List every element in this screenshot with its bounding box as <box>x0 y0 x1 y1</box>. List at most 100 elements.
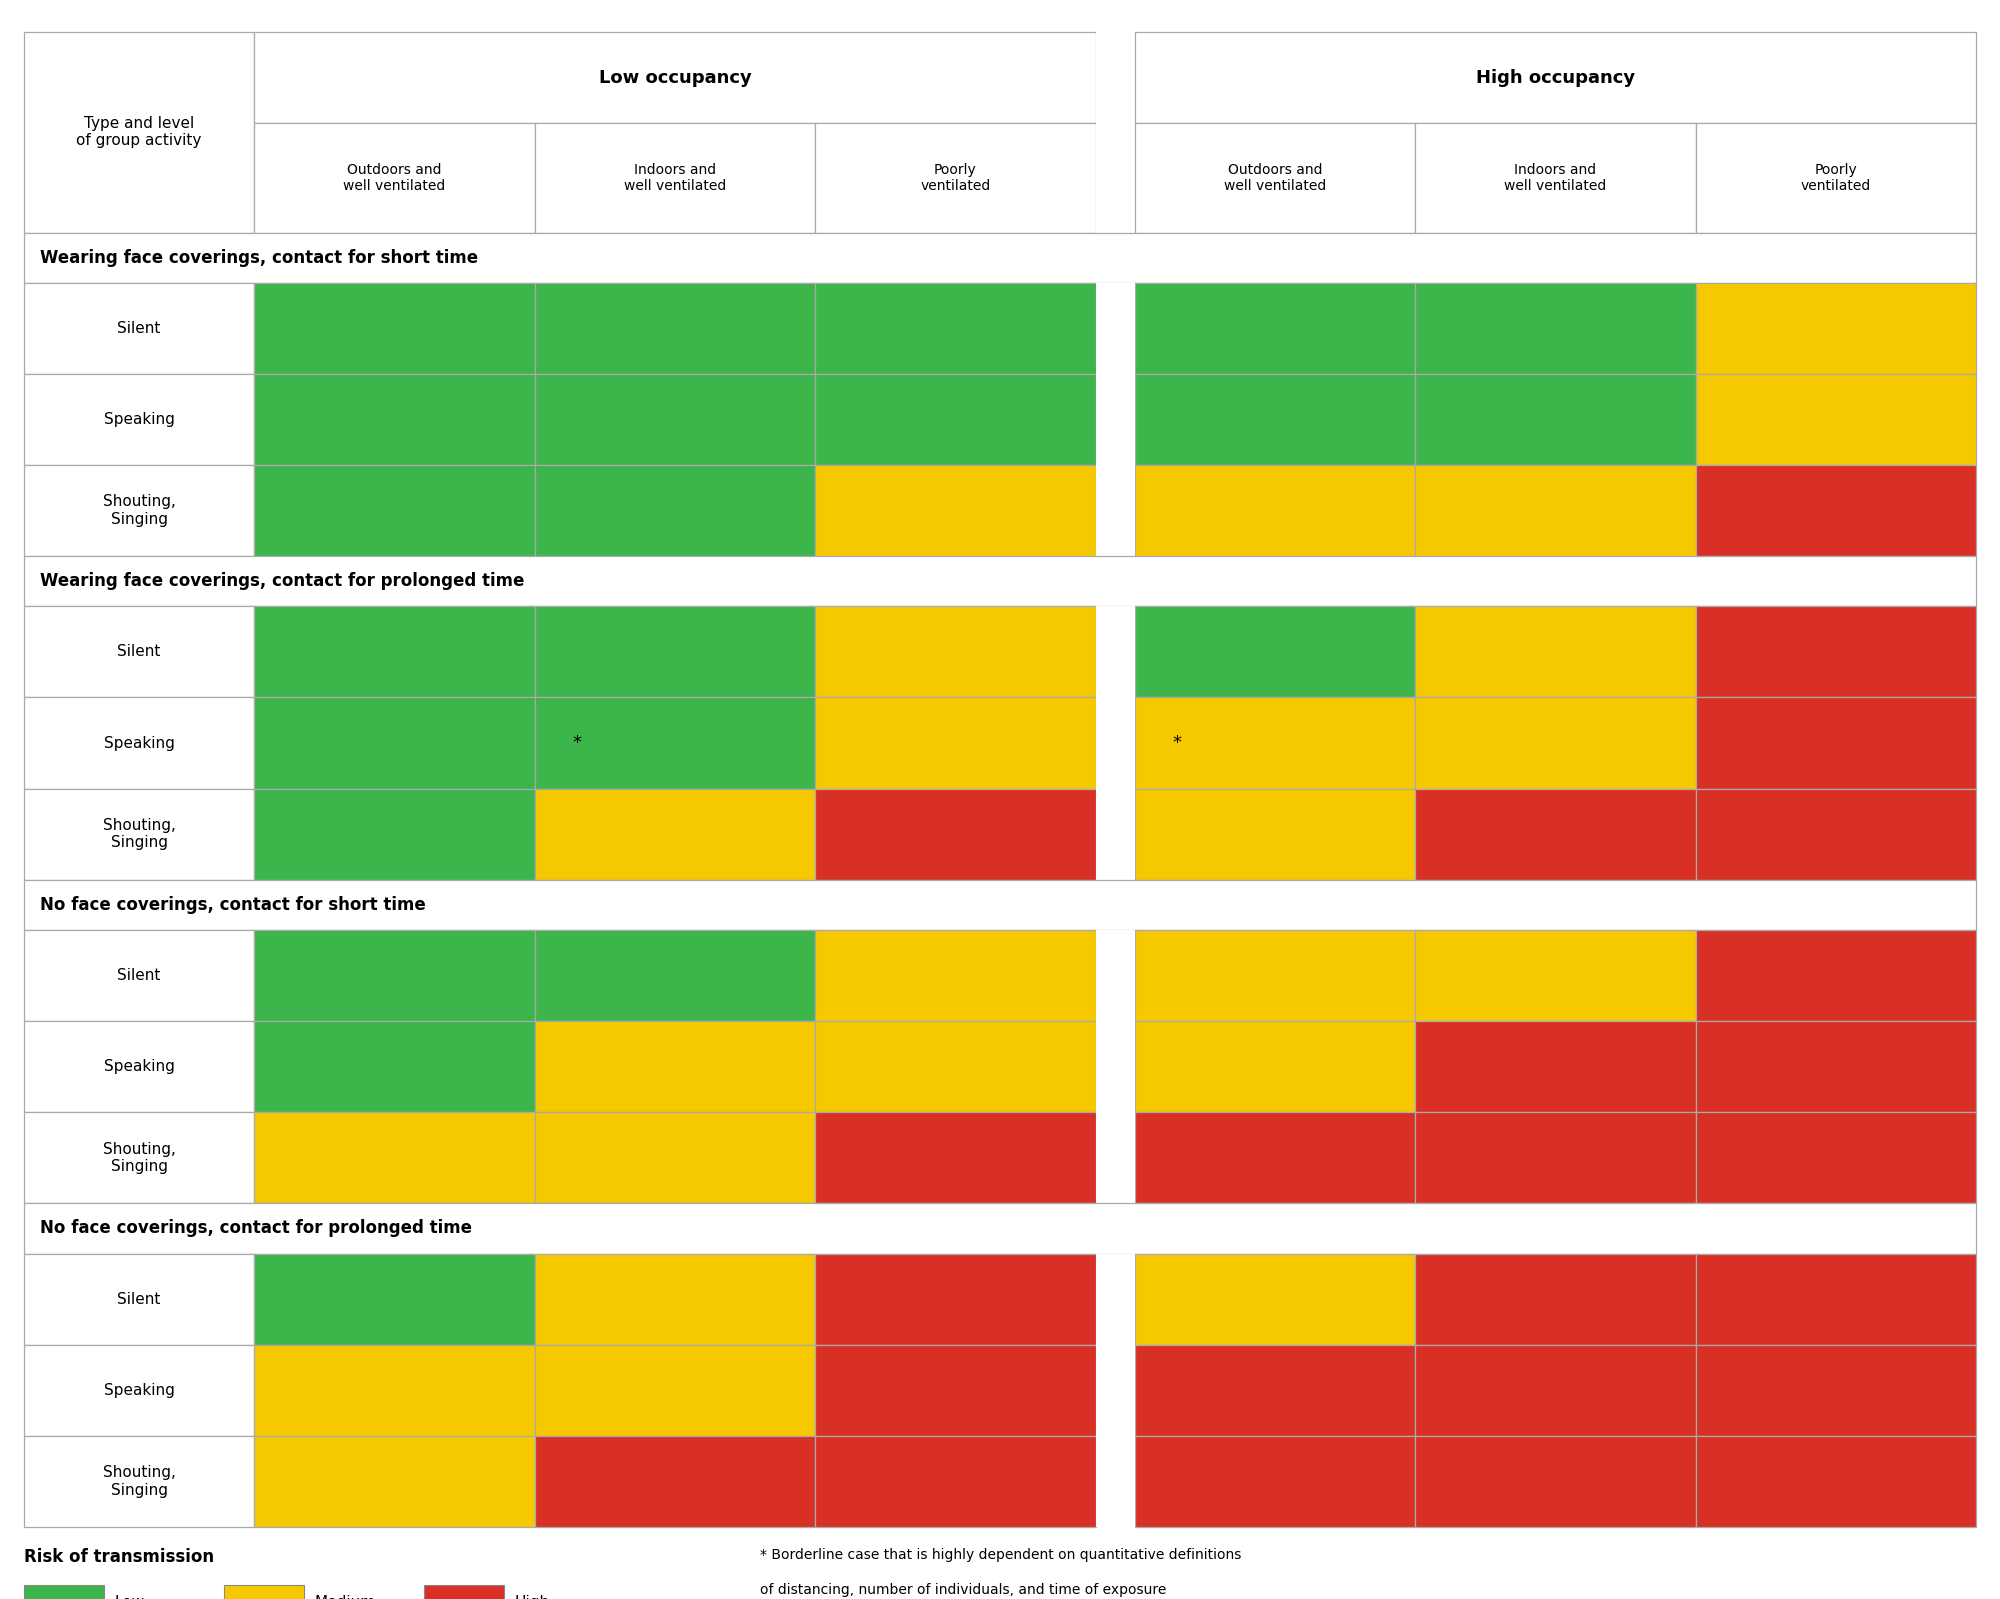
Bar <box>1134 606 1416 697</box>
Bar <box>1096 283 1134 374</box>
Bar <box>1096 465 1134 556</box>
Bar <box>534 374 816 465</box>
Text: Risk of transmission: Risk of transmission <box>24 1548 214 1565</box>
Bar <box>254 697 534 788</box>
Text: Shouting,
Singing: Shouting, Singing <box>102 1142 176 1174</box>
Bar <box>1416 1254 1696 1345</box>
Bar <box>1416 931 1696 1022</box>
Bar <box>24 1204 1976 1254</box>
Bar <box>1134 1113 1416 1204</box>
Bar <box>1416 374 1696 465</box>
Bar <box>24 697 254 788</box>
Bar <box>24 931 254 1022</box>
Bar <box>1096 697 1134 788</box>
Text: Shouting,
Singing: Shouting, Singing <box>102 1465 176 1498</box>
Bar <box>816 374 1096 465</box>
Bar <box>1134 1022 1416 1113</box>
Text: Speaking: Speaking <box>104 413 174 427</box>
Bar <box>1416 1113 1696 1204</box>
Bar <box>424 1585 504 1599</box>
Text: Shouting,
Singing: Shouting, Singing <box>102 819 176 851</box>
Bar <box>24 1022 254 1113</box>
Bar <box>1696 374 1976 465</box>
Bar <box>1134 697 1416 788</box>
Bar <box>816 1345 1096 1436</box>
Bar <box>1696 1345 1976 1436</box>
Bar <box>1096 1345 1134 1436</box>
Text: Outdoors and
well ventilated: Outdoors and well ventilated <box>1224 163 1326 193</box>
Text: Wearing face coverings, contact for short time: Wearing face coverings, contact for shor… <box>40 248 478 267</box>
Text: Low occupancy: Low occupancy <box>598 69 752 86</box>
Text: Medium: Medium <box>314 1594 376 1599</box>
Bar <box>1134 32 1976 123</box>
Bar <box>24 283 254 374</box>
Bar <box>1696 1254 1976 1345</box>
Bar <box>254 1113 534 1204</box>
Bar <box>1696 788 1976 879</box>
Bar <box>254 123 534 232</box>
Bar <box>1096 606 1134 697</box>
Bar <box>1134 931 1416 1022</box>
Text: High occupancy: High occupancy <box>1476 69 1634 86</box>
Bar <box>1416 283 1696 374</box>
Bar <box>24 879 1976 931</box>
Bar <box>1696 1113 1976 1204</box>
Bar <box>1134 1345 1416 1436</box>
Bar <box>1134 283 1416 374</box>
Bar <box>1696 1022 1976 1113</box>
Text: Wearing face coverings, contact for prolonged time: Wearing face coverings, contact for prol… <box>40 572 524 590</box>
Bar <box>24 1436 254 1527</box>
Text: *: * <box>1172 734 1182 752</box>
Bar <box>254 606 534 697</box>
Bar <box>254 931 534 1022</box>
Text: No face coverings, contact for prolonged time: No face coverings, contact for prolonged… <box>40 1220 472 1238</box>
Bar <box>24 556 1976 606</box>
Bar <box>1096 1113 1134 1204</box>
Bar <box>1696 465 1976 556</box>
Bar <box>1096 931 1134 1022</box>
Bar <box>534 283 816 374</box>
Bar <box>816 1113 1096 1204</box>
Text: Indoors and
well ventilated: Indoors and well ventilated <box>1504 163 1606 193</box>
Bar <box>534 1436 816 1527</box>
Text: Silent: Silent <box>118 1292 160 1306</box>
Bar <box>1416 788 1696 879</box>
Bar <box>816 1254 1096 1345</box>
Bar <box>816 465 1096 556</box>
Bar <box>1416 465 1696 556</box>
Text: Speaking: Speaking <box>104 1383 174 1398</box>
Bar <box>224 1585 304 1599</box>
Bar <box>254 1254 534 1345</box>
Bar <box>1134 123 1416 232</box>
Bar <box>254 374 534 465</box>
Text: No face coverings, contact for short time: No face coverings, contact for short tim… <box>40 895 426 915</box>
Bar <box>1416 606 1696 697</box>
Bar <box>1696 697 1976 788</box>
Bar <box>1416 1022 1696 1113</box>
Text: Poorly
ventilated: Poorly ventilated <box>920 163 990 193</box>
Bar <box>816 606 1096 697</box>
Bar <box>24 1585 104 1599</box>
Bar <box>534 788 816 879</box>
Bar <box>254 1345 534 1436</box>
Bar <box>816 1022 1096 1113</box>
Bar <box>816 283 1096 374</box>
Bar <box>24 1254 254 1345</box>
Bar <box>1416 123 1696 232</box>
Text: Speaking: Speaking <box>104 1059 174 1075</box>
Bar <box>254 1022 534 1113</box>
Bar <box>24 232 1976 283</box>
Bar <box>24 465 254 556</box>
Bar <box>1096 123 1134 232</box>
Bar <box>24 32 254 232</box>
Bar <box>1134 788 1416 879</box>
Bar <box>24 788 254 879</box>
Bar <box>1134 1436 1416 1527</box>
Bar <box>534 465 816 556</box>
Bar <box>534 1113 816 1204</box>
Bar <box>254 788 534 879</box>
Bar <box>1696 1436 1976 1527</box>
Bar <box>1096 1254 1134 1345</box>
Bar <box>534 606 816 697</box>
Text: of distancing, number of individuals, and time of exposure: of distancing, number of individuals, an… <box>760 1583 1166 1597</box>
